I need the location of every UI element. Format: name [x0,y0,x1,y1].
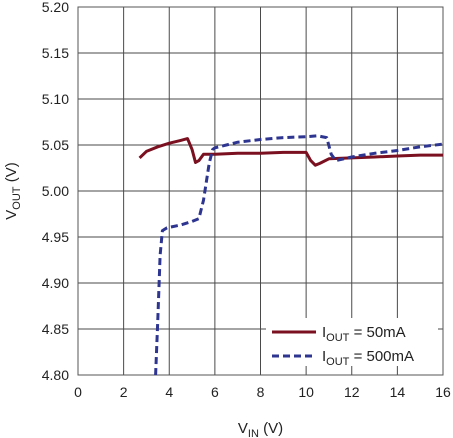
legend-label-50ma: IOUT = 50mA [322,324,406,344]
x-tick-label: 4 [165,384,173,400]
x-tick-label: 6 [211,384,219,400]
x-tick-label: 14 [390,384,406,400]
x-tick-label: 10 [298,384,314,400]
x-tick-label: 2 [120,384,128,400]
x-axis-title: VIN (V) [238,420,283,438]
legend: IOUT = 50mA IOUT = 500mA [266,318,438,368]
plot-frame [77,6,444,376]
y-tick-label: 4.80 [42,367,69,383]
legend-label-50ma-sub: OUT [326,332,350,344]
x-tick-label: 0 [74,384,82,400]
y-tick-label: 5.10 [42,91,69,107]
legend-label-500ma: IOUT = 500mA [322,348,414,368]
y-axis-title: VOUT (V) [3,162,23,219]
legend-label-500ma-sub: OUT [326,356,350,368]
series-line-50ma [138,137,443,167]
y-tick-label: 4.90 [42,275,69,291]
y-axis-title-unit: (V) [3,162,20,186]
x-axis-title-main: V [238,420,248,437]
y-tick-label: 4.95 [42,229,69,245]
legend-label-50ma-main: I [322,324,326,341]
y-tick-label: 5.20 [42,0,69,15]
legend-label-500ma-main: I [322,348,326,365]
y-axis-title-main: V [3,210,20,220]
x-tick-label: 8 [257,384,265,400]
tick-labels: 0 2 4 6 8 10 12 14 16 4.80 4.85 4.90 4.95 5.00 5.05 5.1… [42,0,451,400]
legend-label-50ma-value: = 50mA [349,324,405,341]
y-tick-label: 5.00 [42,183,69,199]
legend-background [266,318,438,366]
series-line-500ma [154,134,444,376]
legend-label-500ma-value: = 500mA [349,348,414,365]
series-layer [138,134,444,376]
y-axis-title-sub: OUT [11,186,23,210]
x-tick-label: 12 [344,384,360,400]
x-axis-title-sub: IN [248,428,259,438]
x-axis-title-unit: (V) [259,420,283,437]
y-tick-label: 4.85 [42,321,69,337]
x-tick-label: 16 [435,384,451,400]
y-tick-label: 5.15 [42,45,69,61]
y-tick-label: 5.05 [42,137,69,153]
